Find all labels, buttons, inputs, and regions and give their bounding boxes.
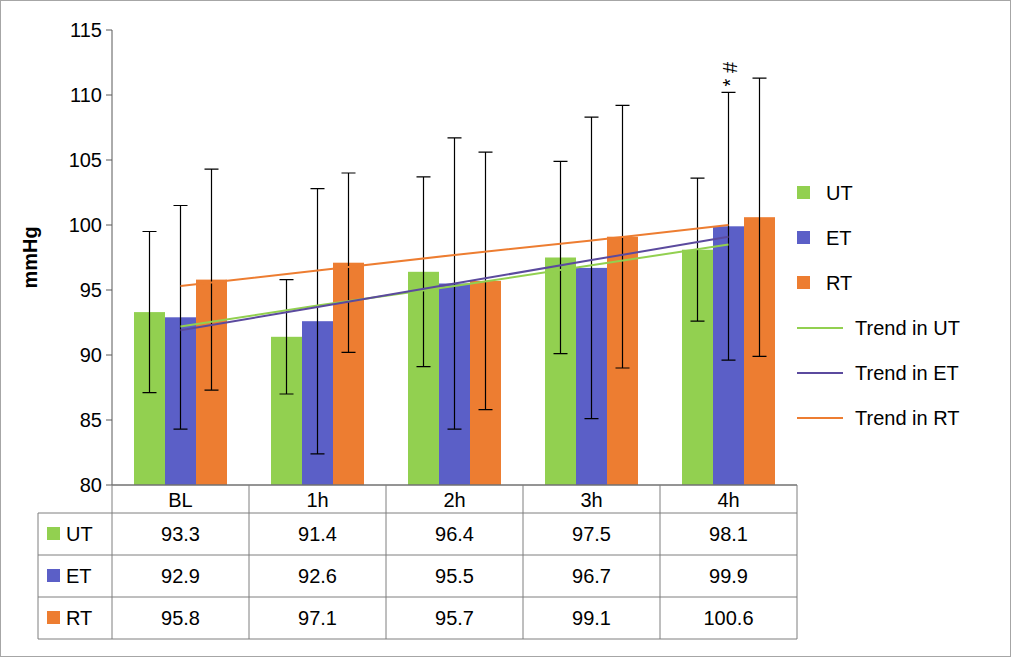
legend: UT ET RT Trend in UT Trend in ET Trend in RT — [797, 182, 960, 429]
table-border — [112, 485, 797, 486]
y-tick-label: 85 — [80, 409, 102, 431]
table-border — [797, 485, 798, 639]
error-bar — [280, 280, 294, 394]
table-value: 97.1 — [298, 607, 337, 629]
error-bar — [417, 177, 431, 367]
plot-area — [134, 78, 775, 485]
error-bar — [342, 173, 356, 352]
error-bar — [143, 232, 157, 393]
legend-line — [797, 327, 843, 329]
table-value: 92.6 — [298, 565, 337, 587]
y-axis-line — [112, 30, 113, 485]
legend-swatch — [797, 231, 810, 244]
y-tick — [106, 95, 112, 96]
table-value: 98.1 — [709, 523, 748, 545]
error-bar — [311, 189, 325, 454]
background — [0, 0, 1011, 657]
y-tick-label: 80 — [80, 474, 102, 496]
y-tick — [106, 30, 112, 31]
y-tick — [106, 225, 112, 226]
error-bar — [554, 161, 568, 353]
y-tick-label: 110 — [70, 84, 102, 106]
y-tick — [106, 485, 112, 486]
x-axis-line — [112, 485, 797, 486]
legend-line — [797, 417, 843, 419]
annotation: * # — [719, 61, 741, 86]
y-axis-title: mmHg — [19, 226, 41, 288]
data-table: BL 1h 2h 3h 4h UT 93.3 91.4 96.4 97.5 98.1 ET 92.9 92… — [38, 485, 797, 639]
legend-label: ET — [826, 227, 852, 249]
y-tick — [106, 355, 112, 356]
table-border — [249, 485, 250, 639]
table-row-label: RT — [66, 607, 92, 629]
table-row-label: ET — [66, 565, 92, 587]
y-tick-label: 90 — [80, 344, 102, 366]
table-border — [38, 513, 797, 514]
legend-label: Trend in UT — [855, 317, 960, 339]
error-bar — [205, 169, 219, 390]
error-bar — [753, 78, 767, 356]
table-border — [38, 639, 797, 640]
table-value: 99.1 — [572, 607, 611, 629]
legend-swatch — [797, 186, 810, 199]
table-value: 96.4 — [435, 523, 474, 545]
legend-label: Trend in RT — [855, 407, 959, 429]
x-tick-label: BL — [168, 489, 192, 511]
legend-swatch — [797, 276, 810, 289]
table-row-label: UT — [66, 523, 93, 545]
chart: 80 85 90 95 100 105 110 115 mmHg * # BL 1h 2h 3h 4h UT 9… — [0, 0, 1011, 657]
legend-label: Trend in ET — [855, 362, 959, 384]
table-border — [38, 513, 39, 639]
table-value: 97.5 — [572, 523, 611, 545]
table-value: 93.3 — [161, 523, 200, 545]
table-value: 99.9 — [709, 565, 748, 587]
y-tick — [106, 420, 112, 421]
table-border — [660, 485, 661, 639]
x-tick-label: 1h — [306, 489, 328, 511]
table-border — [38, 597, 797, 598]
table-border — [523, 485, 524, 639]
table-value: 95.7 — [435, 607, 474, 629]
table-key — [47, 569, 60, 582]
y-tick — [106, 290, 112, 291]
y-tick-label: 95 — [80, 279, 102, 301]
error-bar — [585, 117, 599, 419]
x-tick-label: 2h — [443, 489, 465, 511]
frame — [1, 1, 1011, 657]
trend-line — [181, 245, 729, 327]
legend-label: UT — [826, 182, 853, 204]
table-border — [112, 485, 113, 639]
table-value: 92.9 — [161, 565, 200, 587]
legend-label: RT — [826, 272, 852, 294]
x-tick-label: 3h — [580, 489, 602, 511]
x-tick-label: 4h — [717, 489, 739, 511]
y-tick-label: 115 — [70, 19, 102, 41]
table-value: 96.7 — [572, 565, 611, 587]
trend-line — [181, 225, 729, 286]
y-axis: 80 85 90 95 100 105 110 115 — [69, 19, 112, 496]
table-key — [47, 611, 60, 624]
table-value: 100.6 — [703, 607, 753, 629]
table-border — [386, 485, 387, 639]
y-tick — [106, 160, 112, 161]
table-key — [47, 527, 60, 540]
y-tick-label: 100 — [69, 214, 102, 236]
legend-line — [797, 372, 843, 374]
table-value: 95.5 — [435, 565, 474, 587]
table-value: 91.4 — [298, 523, 337, 545]
trend-line — [181, 237, 729, 331]
error-bar — [174, 206, 188, 430]
y-tick-label: 105 — [69, 149, 102, 171]
table-value: 95.8 — [161, 607, 200, 629]
table-border — [38, 555, 797, 556]
